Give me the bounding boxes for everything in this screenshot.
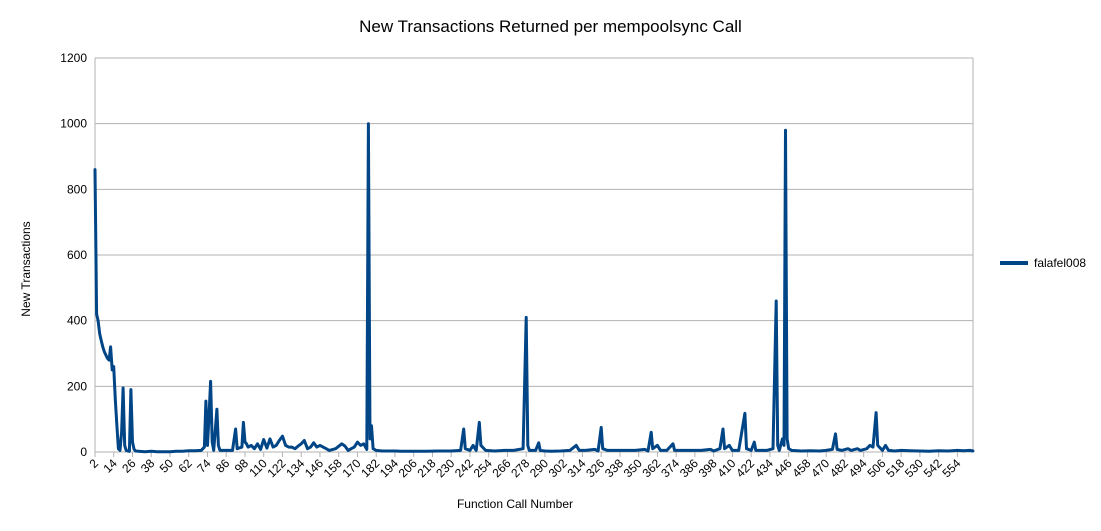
- x-tick-label-4: 50: [157, 456, 177, 476]
- y-tick-label-5: 1000: [60, 117, 87, 131]
- y-tick-labels: 0 200 400 600 800 1000 1200: [60, 51, 87, 459]
- y-tick-label-1: 200: [67, 379, 87, 393]
- x-tick-label-7: 86: [213, 456, 233, 476]
- grid-lines: [95, 57, 973, 453]
- legend-swatch: [1000, 261, 1028, 265]
- legend: falafel008: [1000, 256, 1086, 270]
- chart-title: New Transactions Returned per mempoolsyn…: [359, 17, 742, 36]
- x-tick-label-46: 554: [939, 456, 963, 480]
- y-tick-label-6: 1200: [60, 51, 87, 65]
- x-tick-label-6: 74: [194, 456, 214, 476]
- y-axis-label: New Transactions: [19, 221, 33, 316]
- x-tick-labels: 2 14 26 38 50 62 74 86 9811012213414615817018219…: [86, 456, 963, 480]
- x-tick-label-2: 26: [119, 456, 139, 476]
- series-group: [93, 122, 975, 454]
- x-tick-label-1: 14: [101, 456, 121, 476]
- legend-label: falafel008: [1034, 256, 1087, 270]
- axes: [94, 58, 974, 457]
- y-tick-label-4: 800: [67, 182, 87, 196]
- x-axis-label: Function Call Number: [457, 497, 573, 511]
- y-tick-label-3: 600: [67, 248, 87, 262]
- x-tick-label-5: 62: [176, 456, 196, 476]
- y-tick-label-0: 0: [80, 445, 87, 459]
- series-line-falafel008: [93, 122, 975, 454]
- x-tick-label-0: 2: [86, 456, 101, 471]
- x-tick-label-3: 38: [138, 456, 158, 476]
- y-tick-label-2: 400: [67, 314, 87, 328]
